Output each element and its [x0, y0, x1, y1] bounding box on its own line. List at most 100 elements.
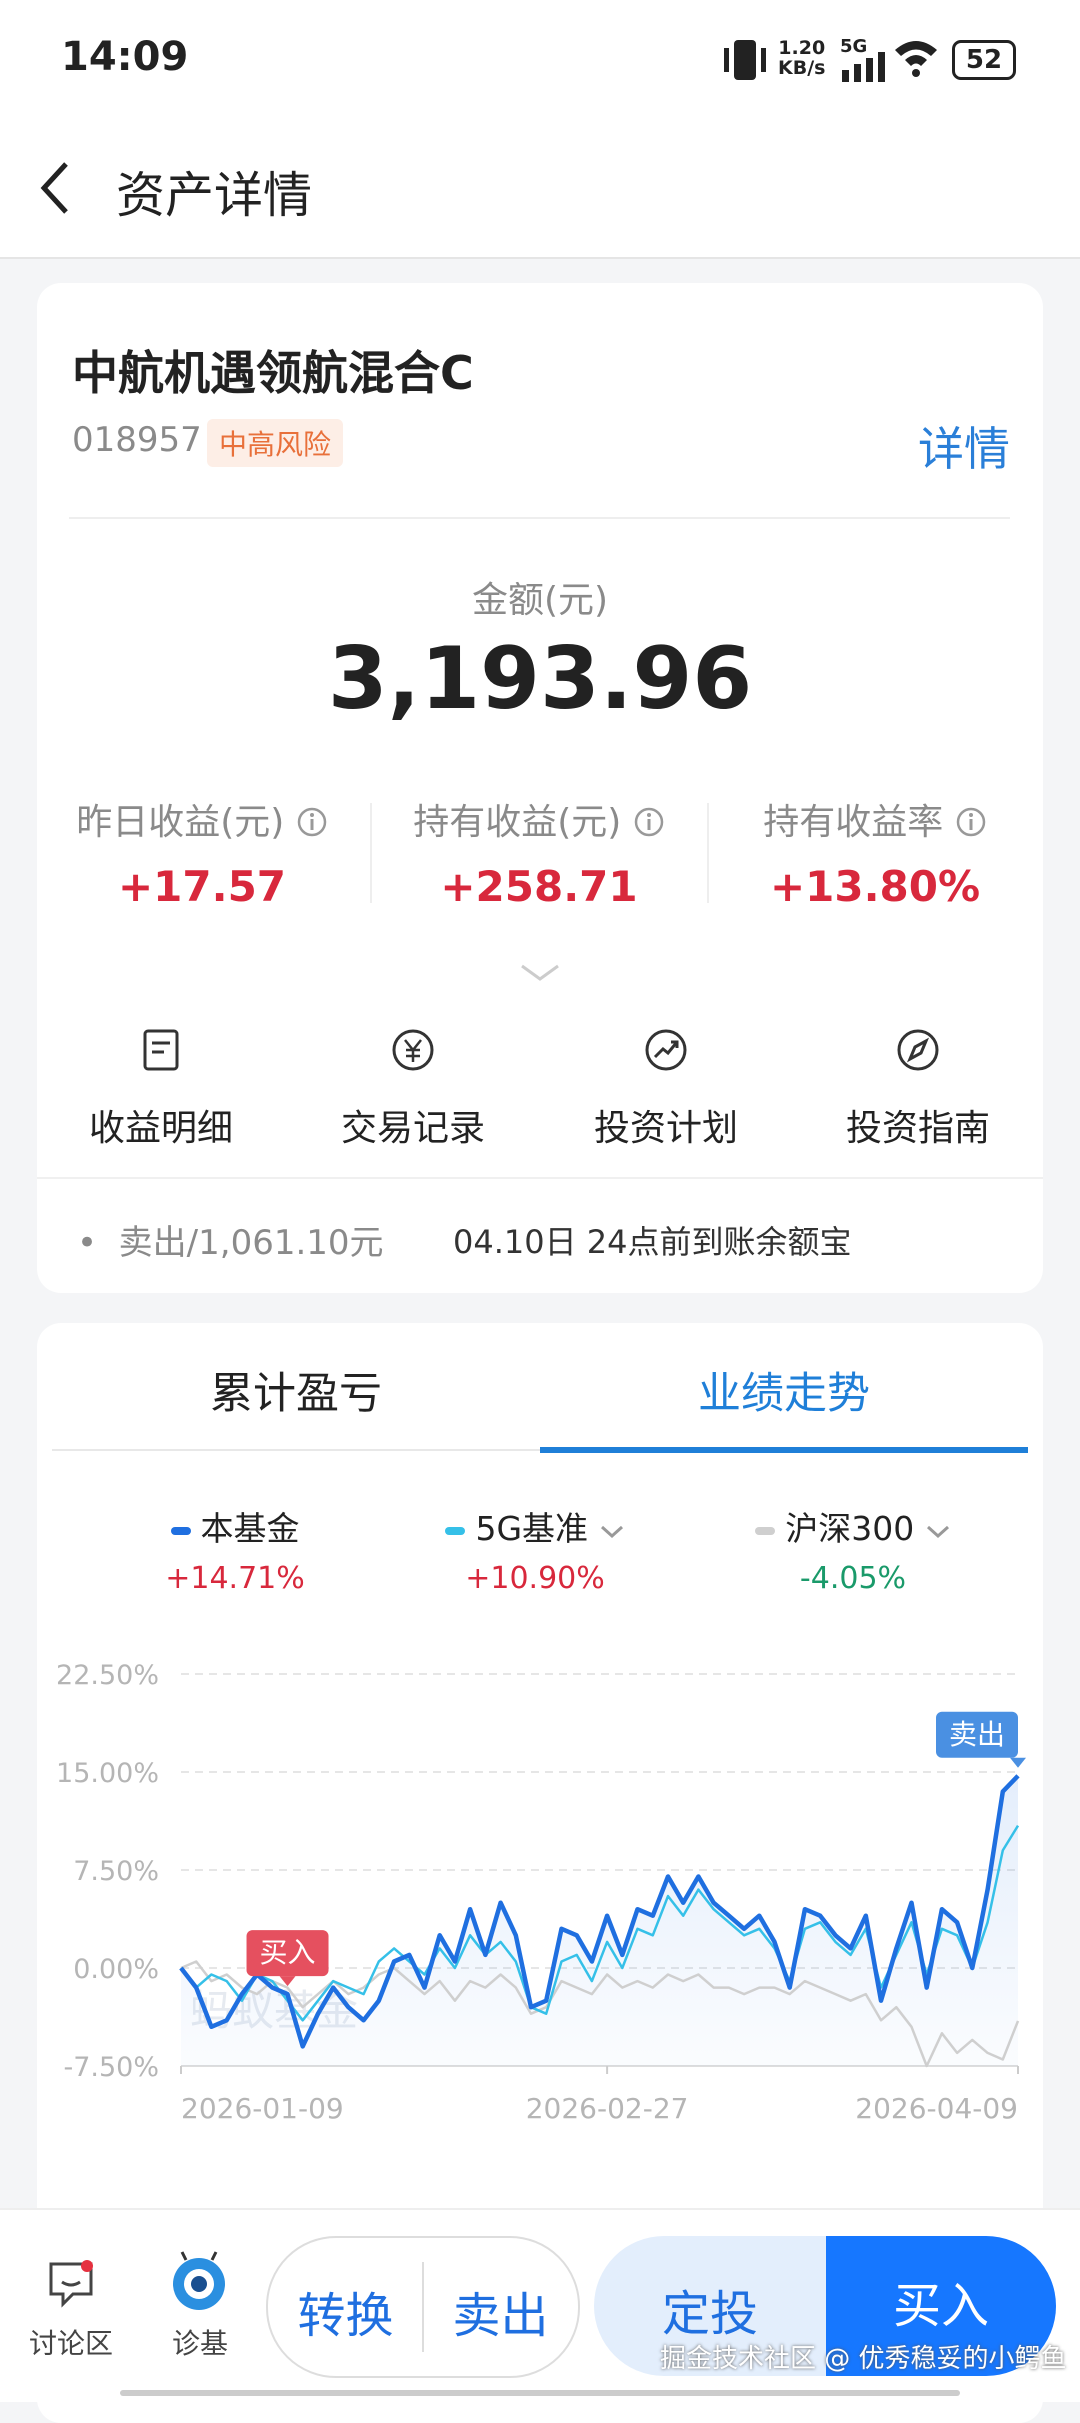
header: 资产详情 — [0, 120, 1080, 259]
stat-label: 持有收益率 — [763, 802, 944, 843]
legend-item[interactable]: 5G基准 +10.90% — [385, 1509, 685, 1599]
diagnose-icon — [173, 2251, 225, 2310]
y-tick-label: 15.00% — [56, 1758, 159, 1789]
notice: • 卖出/1,061.10元 — [77, 1223, 384, 1263]
y-tick-label: 22.50% — [56, 1660, 159, 1691]
action-icon — [645, 1029, 687, 1071]
stat-value: +17.57 — [117, 862, 287, 911]
vibrate-icon — [724, 40, 766, 80]
auto-invest-button[interactable]: 定投 — [661, 2286, 758, 2342]
battery: 52 — [952, 40, 1016, 80]
net-speed-unit: KB/s — [778, 57, 826, 79]
divider — [37, 1177, 1043, 1179]
series-line — [180, 1960, 1020, 2068]
network: 5G — [840, 36, 868, 57]
y-tick-label: 7.50% — [73, 1856, 159, 1887]
x-tick-label: 2026-02-27 — [526, 2092, 689, 2125]
wifi-icon — [895, 41, 937, 77]
convert-sell-group: 转换 卖出 — [266, 2236, 580, 2378]
action[interactable]: 收益明细 — [41, 1028, 281, 1151]
buy-button[interactable]: 买入 — [826, 2236, 1056, 2376]
annotation-label: 卖出 — [949, 1718, 1005, 1751]
tab-underline — [540, 1447, 1028, 1453]
net-speed-value: 1.20 — [778, 37, 826, 59]
fund-card: 中航机遇领航混合C 018957 中高风险 详情 金额(元) 3,193.96 … — [37, 283, 1043, 1293]
time: 14:09 — [61, 34, 189, 80]
invest-group: 定投 买入 — [594, 2236, 1056, 2376]
action-icon — [897, 1029, 939, 1071]
info-icon[interactable] — [633, 806, 665, 838]
diagnose-label[interactable]: 诊基 — [171, 2327, 228, 2360]
info-icon[interactable] — [955, 806, 987, 838]
action-icon — [392, 1029, 434, 1071]
amount-label: 金额(元) — [471, 580, 609, 621]
tab[interactable]: 累计盈亏 — [210, 1369, 382, 1419]
amount: 3,193.96 — [327, 629, 753, 729]
signal-icon — [842, 52, 885, 82]
action[interactable]: 投资指南 — [798, 1028, 1038, 1151]
legend-swatch — [170, 1526, 191, 1535]
action-label: 收益明细 — [88, 1108, 233, 1149]
expand-chevron[interactable] — [520, 963, 560, 983]
chart: 蚂蚁基金 -7.50%0.00%7.50%15.00%22.50%2026-01… — [56, 1660, 1026, 2125]
legend-item[interactable]: 沪深300 -4.05% — [703, 1509, 1003, 1599]
action-icon — [143, 1029, 179, 1071]
x-tick-label: 2026-01-09 — [181, 2092, 344, 2125]
stat: 昨日收益(元) +17.57 — [37, 801, 367, 915]
legend-chevron — [926, 1525, 949, 1539]
action[interactable]: 投资计划 — [546, 1028, 786, 1151]
home-indicator — [120, 2390, 960, 2396]
stat-value: +13.80% — [769, 862, 981, 911]
notice-arrival: 04.10日 24点前到账余额宝 — [453, 1223, 852, 1261]
legend-swatch — [445, 1526, 466, 1535]
detail-link[interactable]: 详情 — [918, 422, 1010, 476]
stat: 持有收益(元) +258.71 — [374, 801, 704, 915]
action-label: 投资计划 — [593, 1108, 738, 1149]
tab[interactable]: 业绩走势 — [698, 1369, 870, 1419]
y-tick-label: 0.00% — [73, 1954, 159, 1985]
legend-return: +14.71% — [165, 1561, 305, 1596]
annotation-pointer — [279, 1976, 296, 1987]
notice-text: 卖出/1,061.10元 — [118, 1223, 384, 1263]
annotation-label: 买入 — [260, 1936, 316, 1969]
divider — [69, 517, 1010, 519]
legend-label: 沪深300 — [785, 1509, 915, 1548]
legend-return: -4.05% — [799, 1561, 907, 1596]
legend-swatch — [755, 1526, 776, 1535]
stat: 持有收益率 +13.80% — [710, 801, 1040, 915]
back-button[interactable] — [36, 158, 76, 218]
net-speed: 1.20 KB/s — [778, 38, 825, 78]
sell-button[interactable]: 卖出 — [452, 2288, 549, 2344]
area — [181, 1775, 1018, 2066]
legend-item[interactable]: 本基金 +14.71% — [85, 1509, 385, 1599]
action-label: 交易记录 — [340, 1108, 485, 1149]
info-icon[interactable] — [296, 806, 328, 838]
convert-button[interactable]: 转换 — [297, 2288, 394, 2344]
x-tick-label: 2026-04-09 — [855, 2092, 1018, 2125]
legend-label: 5G基准 — [475, 1509, 589, 1548]
annotation-tag — [936, 1711, 1018, 1758]
separator — [370, 803, 372, 903]
stat-label: 昨日收益(元) — [76, 802, 285, 843]
risk-tag: 中高风险 — [207, 419, 344, 467]
legend-chevron — [600, 1525, 623, 1539]
legend-label: 本基金 — [200, 1509, 300, 1548]
separator — [707, 803, 709, 903]
watermark: 掘金技术社区 @ 优秀稳妥的小鳄鱼 — [660, 2344, 1067, 2374]
annotation-pointer — [1010, 1757, 1026, 1768]
action[interactable]: 交易记录 — [293, 1028, 533, 1151]
stat-label: 持有收益(元) — [413, 802, 622, 843]
community-label[interactable]: 讨论区 — [28, 2327, 113, 2360]
legend-return: +10.90% — [465, 1561, 605, 1596]
fund-name: 中航机遇领航混合C — [72, 346, 474, 400]
status-bar: 14:09 1.20 KB/s 5G 52 — [0, 0, 1080, 120]
community-icon — [49, 2260, 93, 2308]
y-tick-label: -7.50% — [63, 2052, 159, 2083]
bottom-bar: 讨论区 诊基 转换 卖出 定投 买入 掘金技术社区 @ 优秀稳妥的小鳄鱼 — [0, 2208, 1080, 2402]
page-title: 资产详情 — [116, 167, 313, 224]
annotation-tag — [246, 1930, 329, 1977]
series-line — [179, 1774, 1020, 2049]
fund-code: 018957 — [72, 420, 202, 460]
stat-value: +258.71 — [440, 862, 638, 911]
